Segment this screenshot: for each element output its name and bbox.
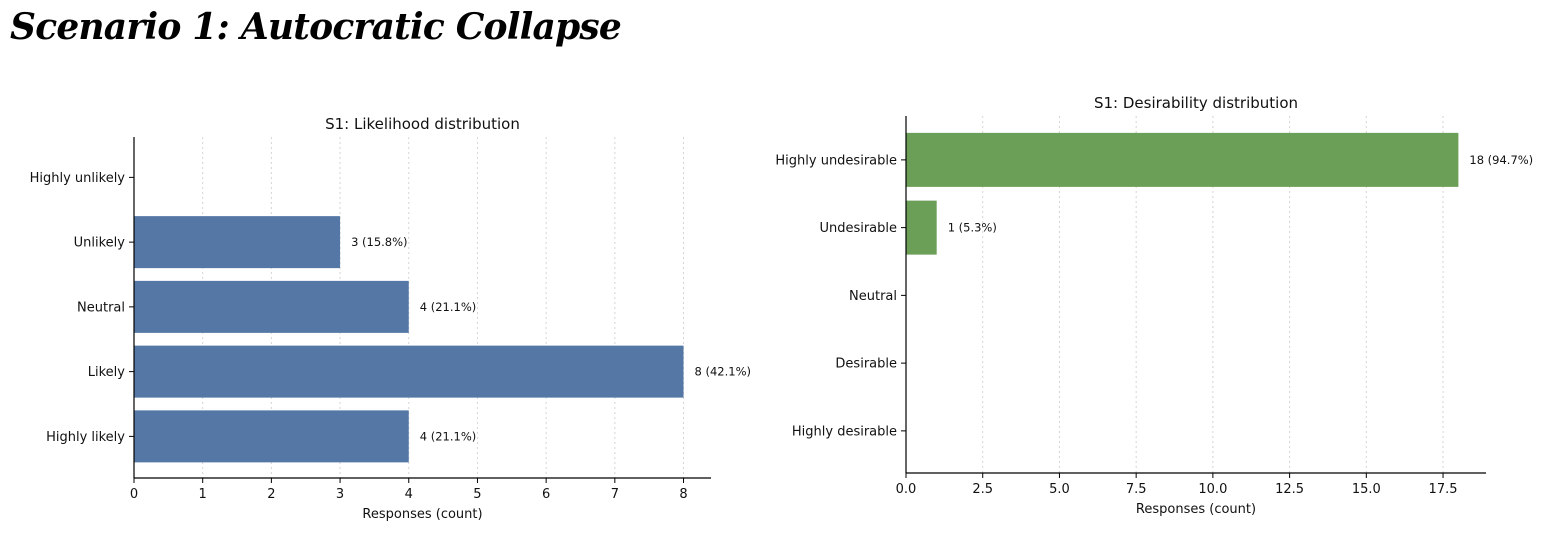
x-tick-label: 6 — [542, 487, 550, 502]
x-tick-label: 7.5 — [1126, 482, 1147, 497]
x-tick-label: 4 — [405, 487, 413, 502]
bar — [134, 216, 341, 269]
category-label: Likely — [88, 365, 126, 380]
data-label: 4 (21.1%) — [420, 300, 476, 314]
x-tick-label: 17.5 — [1429, 482, 1458, 497]
chart-title: S1: Likelihood distribution — [325, 115, 520, 133]
x-tick-label: 2.5 — [972, 482, 993, 497]
x-tick-label: 10.0 — [1198, 482, 1227, 497]
category-label: Highly desirable — [792, 424, 897, 439]
x-tick-label: 1 — [199, 487, 207, 502]
category-label: Undesirable — [819, 221, 897, 236]
bar — [134, 345, 684, 398]
category-label: Neutral — [849, 289, 897, 304]
page-title: Scenario 1: Autocratic Collapse — [10, 6, 622, 48]
category-label: Highly undesirable — [775, 153, 897, 168]
bar — [906, 132, 1459, 187]
data-label: 3 (15.8%) — [351, 235, 407, 249]
likelihood-chart: Highly unlikely 3 (15.8%) Unlikely 4 (21.1%… — [30, 115, 751, 522]
category-label: Desirable — [835, 357, 897, 372]
x-axis-label: Responses (count) — [1136, 502, 1256, 517]
data-label: 4 (21.1%) — [420, 429, 476, 443]
x-tick-label: 7 — [611, 487, 619, 502]
x-tick-label: 0 — [130, 487, 138, 502]
x-tick-label: 15.0 — [1352, 482, 1381, 497]
x-tick-label: 3 — [336, 487, 344, 502]
chart-title: S1: Desirability distribution — [1094, 94, 1298, 112]
data-label: 8 (42.1%) — [695, 365, 751, 379]
category-label: Highly unlikely — [30, 171, 126, 186]
category-label: Unlikely — [74, 236, 126, 251]
category-label: Neutral — [77, 300, 125, 315]
bar — [134, 410, 409, 463]
category-label: Highly likely — [46, 430, 125, 445]
x-tick-label: 0.0 — [896, 482, 917, 497]
x-tick-label: 2 — [267, 487, 275, 502]
x-tick-label: 12.5 — [1275, 482, 1304, 497]
x-tick-label: 5 — [473, 487, 481, 502]
data-label: 18 (94.7%) — [1469, 153, 1533, 167]
data-label: 1 (5.3%) — [948, 221, 997, 235]
x-tick-label: 5.0 — [1049, 482, 1070, 497]
x-tick-label: 8 — [679, 487, 687, 502]
bar — [134, 280, 409, 333]
bar — [906, 200, 937, 255]
x-axis-label: Responses (count) — [362, 507, 482, 522]
